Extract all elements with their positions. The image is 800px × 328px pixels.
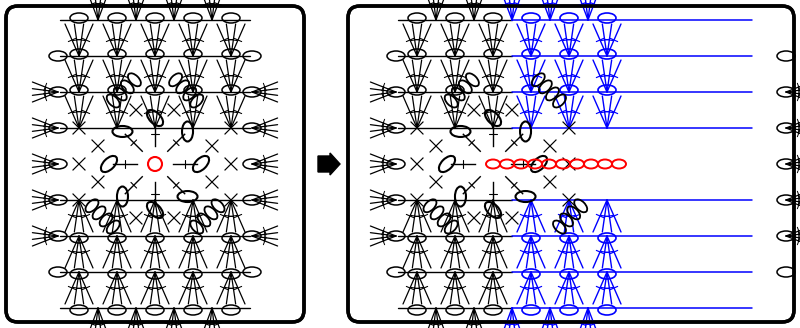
- FancyBboxPatch shape: [348, 6, 794, 322]
- FancyBboxPatch shape: [6, 6, 304, 322]
- FancyArrow shape: [318, 153, 340, 175]
